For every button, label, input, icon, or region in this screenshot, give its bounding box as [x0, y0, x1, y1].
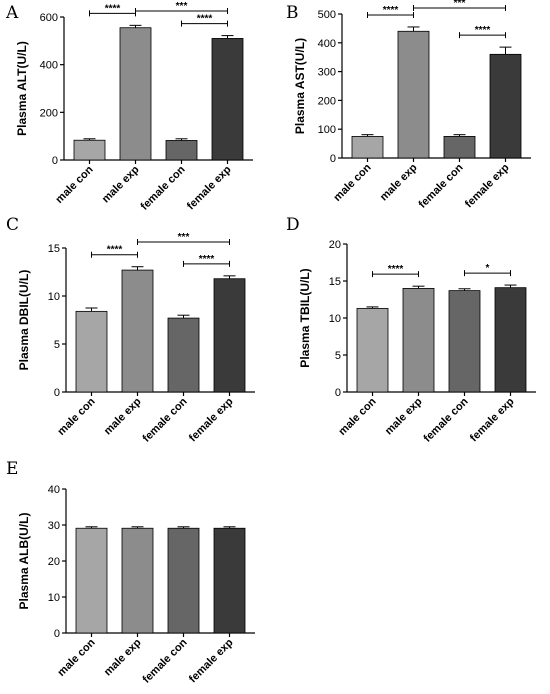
significance-label: **** [475, 25, 491, 36]
bar-female-exp [213, 527, 246, 634]
y-tick-label: 0 [54, 628, 60, 640]
bar-male-con [73, 139, 106, 161]
y-tick-label: 10 [48, 291, 60, 303]
significance-label: **** [388, 264, 404, 275]
bar-female-con [167, 527, 200, 634]
x-category-label: female con [140, 395, 189, 444]
panel-letter: A [5, 3, 19, 23]
x-category-label: female con [140, 636, 189, 685]
bar-male-exp [121, 269, 154, 393]
x-category-label: male exp [378, 161, 420, 203]
y-tick-label: 15 [329, 276, 341, 288]
bar-female-con [443, 135, 476, 159]
bar-female-con [167, 317, 200, 393]
significance-label: **** [107, 245, 123, 256]
panel-letter: B [286, 3, 299, 23]
bar-female-exp [494, 287, 527, 393]
significance-label: **** [197, 14, 213, 25]
bar-male-exp [402, 287, 435, 393]
y-tick-label: 200 [40, 107, 58, 119]
y-axis-label: Plasma ALT(U/L) [15, 41, 29, 136]
x-category-label: male con [55, 395, 97, 437]
x-category-label: male exp [102, 395, 144, 437]
y-tick-label: 30 [48, 520, 60, 532]
y-tick-label: 20 [48, 556, 60, 568]
bar-female-exp [489, 53, 522, 159]
chart-panel-b: B 0 100 200 300 400 500 Plasma AST(U/L) male con… [286, 0, 531, 211]
y-tick-label: 500 [318, 9, 336, 21]
x-category-label: male exp [100, 163, 142, 205]
x-category-label: female exp [185, 163, 234, 212]
y-tick-label: 600 [40, 12, 58, 24]
x-category-label: female exp [187, 395, 236, 444]
significance-label: **** [383, 5, 399, 16]
y-tick-label: 15 [48, 243, 60, 255]
bar-male-con [75, 310, 108, 393]
y-axis-label: Plasma ALB(U/L) [17, 513, 31, 610]
significance-label: *** [178, 232, 190, 243]
x-category-label: male con [53, 163, 95, 205]
x-category-label: male con [331, 161, 373, 203]
y-axis-label: Plasma DBIL(U/L) [17, 270, 31, 371]
significance-label: **** [199, 254, 215, 265]
y-tick-label: 40 [48, 484, 60, 496]
x-category-label: male con [55, 636, 97, 678]
x-category-label: male con [336, 395, 378, 437]
chart-panel-a: A 0 200 400 600 Plasma ALT(U/L) male con male e… [5, 1, 253, 213]
bar-male-con [75, 527, 108, 634]
panel-letter: D [286, 215, 300, 235]
significance-label: * [486, 263, 490, 274]
significance-label: *** [176, 1, 188, 12]
panel-letter: E [6, 459, 18, 479]
y-tick-label: 200 [318, 95, 336, 107]
bar-female-con [165, 140, 198, 161]
x-category-label: female exp [463, 161, 512, 210]
chart-panel-e: E 0 10 20 30 40 Plasma ALB(U/L) male con male ex… [6, 459, 255, 686]
y-tick-label: 400 [40, 60, 58, 72]
x-category-label: female con [138, 163, 187, 212]
bar-male-exp [121, 527, 154, 634]
x-category-label: male exp [102, 636, 144, 678]
bar-female-exp [213, 278, 246, 393]
y-tick-label: 0 [54, 387, 60, 399]
significance-label: *** [454, 0, 466, 9]
panel-letter: C [6, 215, 19, 235]
x-category-label: male exp [383, 395, 425, 437]
y-tick-label: 10 [329, 313, 341, 325]
x-category-label: female con [416, 161, 465, 210]
y-tick-label: 5 [54, 339, 60, 351]
y-axis-label: Plasma AST(U/L) [293, 38, 307, 134]
x-category-label: female exp [187, 636, 236, 685]
x-category-label: female con [421, 395, 470, 444]
y-tick-label: 5 [335, 350, 341, 362]
chart-panel-d: D 0 5 10 15 20 Plasma TBIL(U/L) male con male ex… [286, 215, 536, 445]
y-tick-label: 0 [52, 155, 58, 167]
bar-male-exp [397, 30, 430, 159]
bar-male-con [356, 307, 389, 393]
bar-female-con [448, 290, 481, 393]
bar-male-exp [119, 27, 152, 161]
y-axis-label: Plasma TBIL(U/L) [298, 268, 312, 367]
y-tick-label: 20 [329, 239, 341, 251]
bar-female-exp [211, 38, 244, 161]
y-tick-label: 0 [330, 153, 336, 165]
y-tick-label: 300 [318, 67, 336, 79]
significance-label: **** [105, 3, 121, 14]
y-tick-label: 400 [318, 38, 336, 50]
y-tick-label: 10 [48, 592, 60, 604]
bar-male-con [351, 135, 384, 159]
y-tick-label: 100 [318, 124, 336, 136]
y-tick-label: 0 [335, 387, 341, 399]
x-category-label: female exp [468, 395, 517, 444]
